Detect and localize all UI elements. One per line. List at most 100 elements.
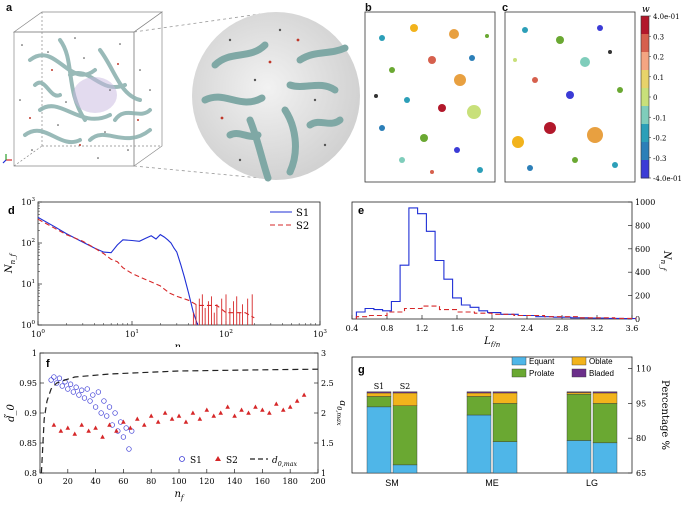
series-S2-point [253, 404, 258, 409]
panel-c-label: c [502, 2, 509, 14]
x-tick-label: 160 [255, 477, 270, 486]
axis-triad [2, 154, 12, 164]
series-S1-point [106, 404, 113, 410]
chart-g: g 65 80 95 110 Percentage % S1 S2 SM ME LG Equant Ob… [351, 356, 670, 488]
x-tick-label: 1.6 [451, 324, 464, 333]
bar-sublabel: S2 [400, 382, 411, 391]
x-tick-label: 180 [283, 477, 298, 486]
series-S2-point [135, 416, 140, 421]
series-S2-point [246, 410, 251, 415]
series-S2-point [51, 422, 57, 427]
series-S2-point [204, 407, 210, 412]
legend-S1-label: S1 [296, 208, 309, 219]
colorbar-tick-label: 4.0e-01 [653, 13, 680, 21]
bar-LG-S2-Oblate [592, 392, 618, 404]
plot-frame [39, 352, 319, 474]
series-S1-point [79, 387, 85, 393]
panel-e: e 0.4 0.8 1.2 1.6 2 2.4 2.8 3.2 3.6 0 200 400 600 800 1… [340, 192, 685, 349]
bar-ME-S2-Oblate [492, 392, 518, 404]
legend-Oblate-label: Oblate [589, 357, 613, 366]
series-S1-point [112, 410, 118, 416]
colorbar-swatch [641, 34, 649, 53]
x-tick-label: 20 [63, 477, 73, 486]
x-tick-label: 103 [313, 329, 327, 339]
panel-b: b [362, 0, 502, 188]
bar-SM-S2-Equant [392, 464, 418, 474]
x-tick-label: 2.4 [521, 324, 534, 333]
bar-ME-S2-Bladed [492, 391, 518, 394]
series-S2-point [93, 425, 98, 430]
y-tick-label: 102 [21, 238, 35, 248]
series-S1-point [67, 381, 74, 387]
colorbar-title: w [642, 5, 650, 15]
legend-Prolate-label: Prolate [529, 369, 555, 378]
colorbar-tick-label: -0.3 [653, 155, 667, 163]
legend-S1-label: S1 [190, 456, 202, 466]
bar-ME-S1-Equant [466, 414, 492, 474]
colorbar-swatch [641, 52, 649, 71]
legend-Equant-swatch [511, 356, 527, 366]
series-S1-point [92, 404, 99, 410]
series-S1-point [54, 380, 60, 386]
series-S2-point [301, 392, 307, 397]
panel-a: a [0, 0, 365, 188]
colorbar-tick-label: 0.1 [653, 74, 664, 82]
y-axis-label: Nn_f [4, 252, 17, 274]
simulation-cube [12, 11, 164, 167]
panel-e-label: e [358, 205, 364, 217]
y-tick-label: 103 [21, 197, 35, 207]
x-tick-label: 0.4 [346, 324, 359, 333]
series-S2-point [183, 419, 189, 424]
x-tick-label: 0.8 [381, 324, 394, 333]
series-S2-point [86, 428, 91, 433]
series-S2-point [148, 413, 154, 418]
series-S1-histogram [355, 207, 637, 320]
colorbar-tick-label: 0.2 [653, 54, 664, 62]
x-tick-label: 102 [219, 329, 233, 339]
series-S2-point [155, 419, 161, 424]
bar-SM-S1-Oblate [366, 392, 392, 397]
colorbar-tick-label: -0.1 [653, 114, 667, 122]
series-S1-point [73, 384, 79, 390]
bar-ME-S2-Equant [492, 441, 518, 474]
x-tick-label: 100 [171, 477, 186, 486]
series-S2-point [176, 413, 182, 418]
series-S2-point [232, 413, 237, 418]
series-S2-point [121, 419, 126, 424]
bar-LG-S2-Prolate [592, 403, 618, 444]
colorbar-ticks: 4.0e-01 0.3 0.2 0.1 0 -0.1 -0.2 -0.3 -4.0e-01 [649, 13, 682, 183]
legend-Equant-label: Equant [529, 357, 555, 366]
series-S2-point [190, 410, 196, 415]
legend-S2-label: S2 [226, 456, 238, 466]
zoom-vortex-structures [201, 41, 349, 182]
series-d0max-line [40, 368, 319, 474]
series-S2-histogram [355, 305, 637, 319]
x-tick-label: 140 [227, 477, 242, 486]
y-tick-label: 1 [32, 349, 37, 358]
y2-tick-label: 1.5 [321, 439, 334, 448]
colorbar-swatch [641, 142, 649, 161]
series-S1-line [37, 216, 199, 326]
group-label: SM [385, 478, 399, 488]
vortex-structures [23, 38, 152, 144]
panel-c: c w 4.0e-01 0.3 0.2 0.1 0 -0.1 -0.2 -0.3 -4.0e-0… [500, 0, 685, 188]
series-S2-line [37, 218, 255, 319]
series-S2-point [128, 425, 133, 430]
x-tick-label: 3.2 [591, 324, 604, 333]
series-S1-point [101, 398, 107, 404]
y2-tick-label: 2 [321, 409, 326, 418]
x-tick-label: 100 [31, 329, 45, 339]
y-tick-label: 400 [635, 268, 650, 277]
y-tick-label: 100 [21, 320, 35, 330]
series-S2-point [267, 410, 272, 415]
colorbar-swatch [641, 124, 649, 143]
series-S2-point [218, 410, 223, 415]
series-S2-point [107, 422, 112, 427]
series-S2-point [287, 404, 293, 409]
panel-a-label: a [6, 2, 13, 14]
turbulence-3d-render [2, 11, 360, 182]
series-S1-point [59, 383, 65, 389]
chart-e: e 0.4 0.8 1.2 1.6 2 2.4 2.8 3.2 3.60 200 400 600 800 1… [346, 198, 672, 349]
series-S1-point [65, 386, 71, 392]
